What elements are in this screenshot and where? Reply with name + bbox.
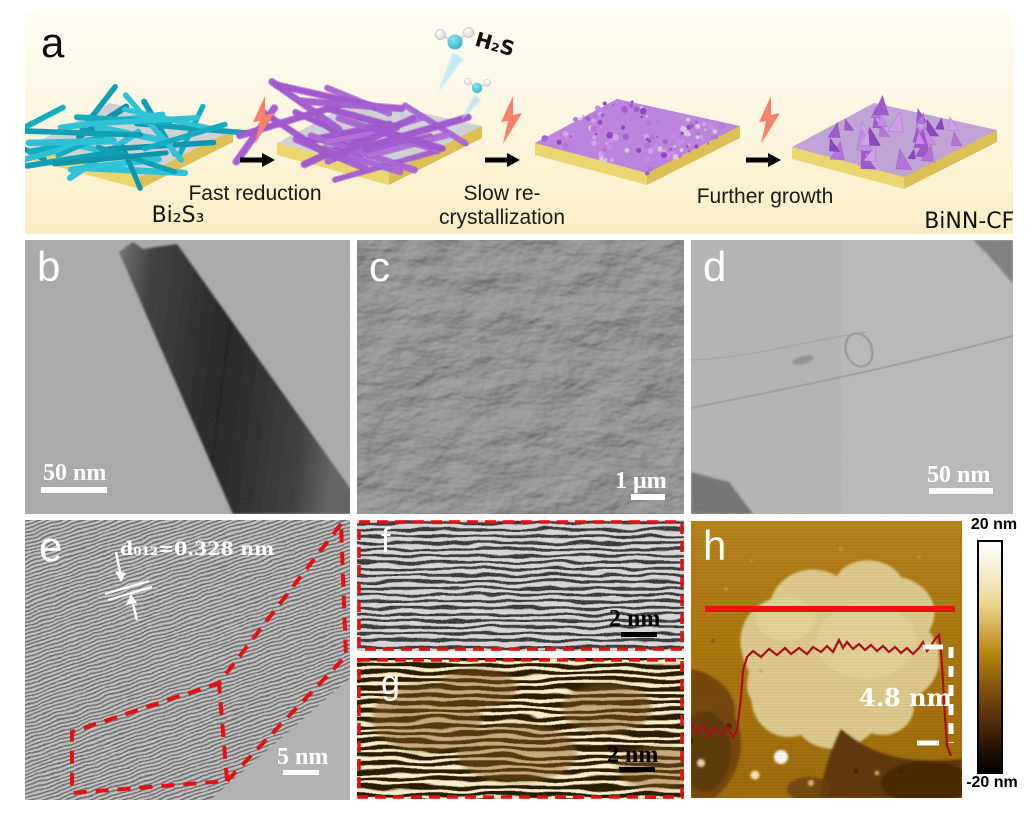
panel-g-scale-text: 2 nm xyxy=(607,742,659,768)
panel-f-label: f xyxy=(381,522,391,560)
panel-g-label: g xyxy=(381,664,400,702)
h2s-molecule-icon xyxy=(459,76,491,124)
thickness-measure-marks xyxy=(917,644,954,746)
panel-h-afm: h 4.8 nm xyxy=(691,521,962,798)
panel-f-scale-bar xyxy=(621,632,657,637)
afm-colorbar xyxy=(977,540,1003,774)
panel-g-scale-bar xyxy=(619,767,655,772)
panel-c-image xyxy=(357,240,684,514)
panel-c-label: c xyxy=(369,243,390,290)
panel-h-image xyxy=(691,521,962,798)
panel-e-label: e xyxy=(39,523,63,570)
panel-a-label: a xyxy=(41,19,65,66)
step-further-growth: Further growth xyxy=(696,185,834,208)
panel-d-tem-nanosheet: d 50 nm xyxy=(691,240,1013,514)
panel-b-scale-bar xyxy=(41,487,107,493)
panel-c-sem-nanosheets: c 1 μm xyxy=(357,240,684,514)
end-material-label: BiNN-CFs xyxy=(924,209,1013,234)
d-spacing-annotation: d₀₁₂=0.328 nm xyxy=(120,538,275,560)
lightning-icon xyxy=(759,96,780,144)
panel-b-image xyxy=(25,240,350,514)
substrate-binn-cfs xyxy=(792,94,997,189)
panel-b-label: b xyxy=(37,243,61,290)
panel-c-scale-text: 1 μm xyxy=(615,468,667,494)
panel-c-scale-bar xyxy=(631,494,665,500)
substrate-recrystallized xyxy=(535,99,740,185)
panel-h-label: h xyxy=(703,522,727,569)
panel-d-scale-text: 50 nm xyxy=(927,462,991,488)
arrow-right-icon xyxy=(485,153,520,167)
colorbar-max-label: 20 nm xyxy=(970,516,1018,533)
panel-f-dashed-border xyxy=(357,520,684,651)
panel-d-image xyxy=(691,240,1013,514)
lattice-region-outline xyxy=(70,522,349,796)
panel-e-scale-bar xyxy=(283,770,319,775)
thickness-annotation: 4.8 nm xyxy=(859,683,952,712)
schematic-drawing xyxy=(25,12,997,191)
start-material-label: Bi₂S₃ xyxy=(151,203,205,228)
panel-f-scale-text: 2 nm xyxy=(609,606,661,632)
panel-a-schematic: a Bi₂S₃ Fast reduction Slow re-crystalli… xyxy=(25,12,1013,234)
panel-d-label: d xyxy=(703,243,727,290)
substrate-bi2s3 xyxy=(25,84,259,191)
height-profile-trace xyxy=(691,632,953,757)
panel-d-scale-bar xyxy=(929,488,993,494)
panel-f-image xyxy=(357,520,684,651)
step-fast-reduction: Fast reduction xyxy=(188,182,322,205)
panel-f-fringes: f 2 nm xyxy=(357,520,684,651)
panel-b-tem-nanorod: b 50 nm xyxy=(25,240,350,514)
panel-g-image xyxy=(357,658,684,799)
substrate-fuzzy-rods xyxy=(232,77,482,185)
panel-e-hrtem: e d₀₁₂=0.328 nm 5 nm xyxy=(25,520,350,800)
colorbar-min-label: -20 nm xyxy=(966,774,1018,791)
arrow-right-icon xyxy=(746,153,781,167)
panel-e-image xyxy=(25,520,350,800)
panel-g-filtered-fringes: g 2 nm xyxy=(357,658,684,799)
panel-b-scale-text: 50 nm xyxy=(43,460,107,486)
panel-g-dashed-border xyxy=(357,658,684,799)
panel-e-scale-text: 5 nm xyxy=(277,744,329,770)
d-spacing-marker xyxy=(104,551,153,621)
step-slow-recrystallization: Slow re-crystallization xyxy=(438,182,566,229)
lightning-icon xyxy=(501,96,522,144)
